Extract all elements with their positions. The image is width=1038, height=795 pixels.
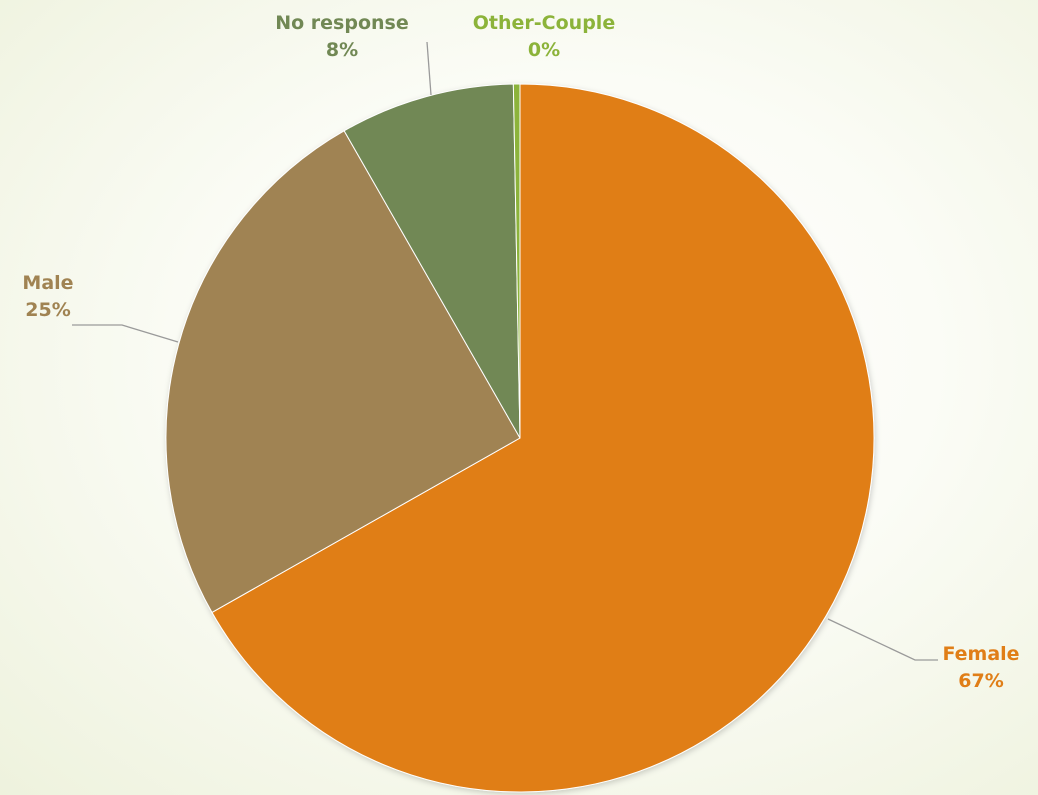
slice-label-male: Male <box>22 272 73 294</box>
slice-value-female: 67% <box>958 670 1003 692</box>
leader-line-female <box>827 618 938 661</box>
pie-slice-no-response <box>343 83 521 439</box>
slice-value-no-response: 8% <box>326 39 358 61</box>
pie-slice-female <box>211 83 875 793</box>
pie-slice-male <box>165 130 521 614</box>
pie-slice-other-couple <box>512 83 521 439</box>
slice-label-female: Female <box>942 643 1019 665</box>
slice-label-no-response: No response <box>275 12 409 34</box>
slice-label-other-couple: Other-Couple <box>473 12 615 34</box>
slice-value-male: 25% <box>25 299 70 321</box>
leader-line-male <box>72 324 179 343</box>
leader-line-no-response <box>426 41 432 96</box>
slice-value-other-couple: 0% <box>528 39 560 61</box>
